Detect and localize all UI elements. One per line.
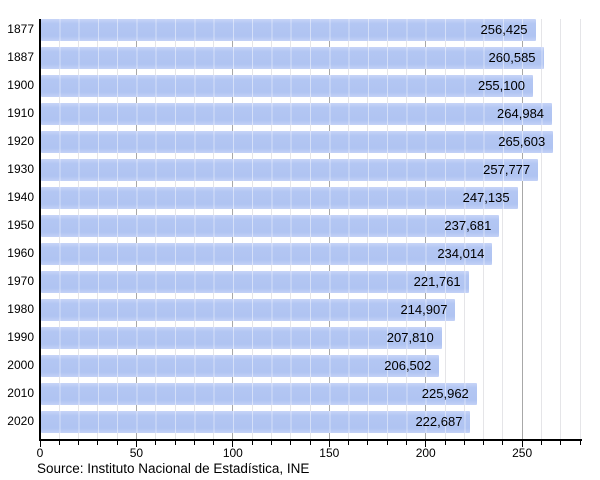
bar-value-label: 225,962 xyxy=(421,386,469,401)
bar-value-label: 222,687 xyxy=(415,414,463,429)
y-axis-label: 2000 xyxy=(7,358,34,372)
x-axis-tick xyxy=(58,441,60,445)
bar-value-label: 207,810 xyxy=(386,330,434,345)
x-axis-tick xyxy=(39,441,41,447)
bar xyxy=(41,159,539,181)
y-axis-label: 1900 xyxy=(7,78,34,92)
x-axis-tick xyxy=(502,441,504,445)
bar-value-label: 234,014 xyxy=(437,246,485,261)
x-axis-tick xyxy=(463,441,465,445)
gridline-minor xyxy=(502,19,504,439)
gridline-minor xyxy=(540,19,542,439)
x-axis-tick xyxy=(309,441,311,445)
x-axis-tick xyxy=(348,441,350,445)
y-axis-label: 1887 xyxy=(7,50,34,64)
x-axis-tick-label: 100 xyxy=(222,446,243,460)
x-axis-tick xyxy=(155,441,157,445)
x-axis-tick xyxy=(483,441,485,445)
y-axis-label: 1990 xyxy=(7,330,34,344)
bar xyxy=(41,131,554,153)
y-axis-label: 2020 xyxy=(7,414,34,428)
bar-value-label: 255,100 xyxy=(477,78,525,93)
y-axis-label: 1920 xyxy=(7,134,34,148)
bar xyxy=(41,271,469,293)
bar xyxy=(41,47,544,69)
bar-value-label: 256,425 xyxy=(480,22,528,37)
x-axis-tick xyxy=(78,441,80,445)
gridline-minor xyxy=(560,19,562,439)
x-axis-line xyxy=(39,439,582,441)
x-axis-tick-label: 250 xyxy=(512,446,533,460)
x-axis-tick xyxy=(290,441,292,445)
bar xyxy=(41,215,500,237)
gridline-minor xyxy=(579,19,581,439)
x-axis-tick xyxy=(174,441,176,445)
x-axis-tick xyxy=(540,441,542,445)
bar-value-label: 260,585 xyxy=(488,50,536,65)
x-axis-tick xyxy=(116,441,118,445)
x-axis-tick-label: 200 xyxy=(415,446,436,460)
bar-value-label: 265,603 xyxy=(498,134,546,149)
bar xyxy=(41,19,536,41)
y-axis-label: 1940 xyxy=(7,190,34,204)
y-axis-label: 1960 xyxy=(7,246,34,260)
x-axis-tick xyxy=(444,441,446,445)
x-axis-tick xyxy=(270,441,272,445)
x-axis-tick-label: 50 xyxy=(129,446,144,460)
y-axis-label: 1980 xyxy=(7,302,34,316)
x-axis-tick xyxy=(367,441,369,445)
x-axis-tick xyxy=(425,441,427,447)
x-axis-tick xyxy=(193,441,195,445)
bar xyxy=(41,411,471,433)
bar-value-label: 257,777 xyxy=(483,162,531,177)
source-note: Source: Instituto Nacional de Estadístic… xyxy=(37,461,310,476)
bar xyxy=(41,103,553,125)
gridline-major xyxy=(521,19,523,439)
x-axis-tick xyxy=(560,441,562,445)
x-axis-tick-label: 0 xyxy=(36,446,44,460)
bar xyxy=(41,243,493,265)
x-axis-tick-label: 150 xyxy=(319,446,340,460)
bar xyxy=(41,299,456,321)
x-axis-tick xyxy=(405,441,407,445)
bar xyxy=(41,75,533,97)
bar-value-label: 214,907 xyxy=(400,302,448,317)
bar-value-label: 221,761 xyxy=(413,274,461,289)
bar xyxy=(41,355,440,377)
x-axis-tick xyxy=(213,441,215,445)
y-axis-label: 1950 xyxy=(7,218,34,232)
y-axis-label: 1970 xyxy=(7,274,34,288)
bar xyxy=(41,187,518,209)
bar-value-label: 264,984 xyxy=(497,106,545,121)
y-axis-label: 2010 xyxy=(7,386,34,400)
bar-value-label: 237,681 xyxy=(444,218,492,233)
x-axis-tick xyxy=(232,441,234,447)
y-axis-label: 1877 xyxy=(7,22,34,36)
bar xyxy=(41,327,442,349)
bar-value-label: 206,502 xyxy=(384,358,432,373)
x-axis-tick xyxy=(386,441,388,445)
y-axis-label: 1930 xyxy=(7,162,34,176)
x-axis-tick xyxy=(579,441,581,445)
x-axis-tick xyxy=(135,441,137,447)
x-axis-tick xyxy=(251,441,253,445)
x-axis-tick xyxy=(328,441,330,447)
x-axis-tick xyxy=(521,441,523,447)
y-axis-label: 1910 xyxy=(7,106,34,120)
bar-value-label: 247,135 xyxy=(462,190,510,205)
x-axis-tick xyxy=(97,441,99,445)
y-axis-line xyxy=(39,19,41,441)
bar xyxy=(41,383,477,405)
